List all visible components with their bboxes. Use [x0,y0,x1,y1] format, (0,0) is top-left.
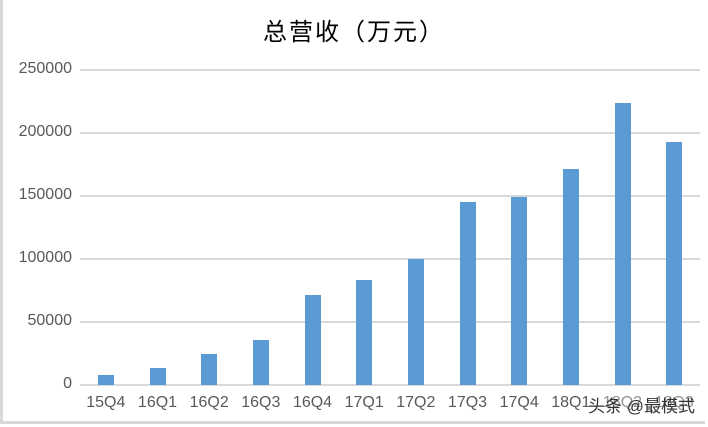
x-tick-label: 17Q2 [396,394,436,411]
y-tick-label: 150000 [18,186,72,203]
gridline [80,384,700,386]
plot-area [80,69,700,386]
x-tick-label: 17Q3 [447,394,488,411]
gridline [80,195,700,197]
y-tick-label: 0 [63,375,72,392]
x-tick-label: 18Q1 [551,394,591,411]
bar-16q1 [149,368,166,385]
gridline [80,321,700,323]
x-tick-label: 16Q2 [189,394,229,411]
x-tick-label: 18Q3 [654,394,694,411]
gridline [80,69,700,71]
x-tick-label: 16Q4 [292,394,333,411]
bar-17q1 [356,279,373,385]
bar-16q3 [252,340,269,385]
bar-16q2 [201,354,218,385]
bar-18q3 [666,141,683,385]
chart-title: 总营收（万元） [263,18,445,46]
bar-15q4 [97,374,114,385]
x-tick-label: 16Q1 [137,394,178,411]
x-tick-label: 17Q1 [344,394,384,411]
y-tick-label: 100000 [18,249,72,266]
bar-17q4 [511,197,528,385]
x-tick-label: 16Q3 [241,394,281,411]
bar-16q4 [304,294,321,385]
y-tick-label: 50000 [27,312,73,329]
bar-18q1 [562,168,579,385]
watermark: 头条 @最模式 [588,392,695,417]
y-tick-label: 200000 [18,123,72,140]
gridline [80,258,700,260]
bar-17q3 [459,202,476,385]
x-tick-label: 18Q2 [602,394,643,411]
bar-18q2 [614,102,631,385]
x-tick-label: 15Q4 [86,394,126,411]
y-tick-label: 250000 [18,60,72,77]
gridline [80,132,700,134]
bar-17q2 [407,259,424,385]
x-tick-label: 17Q4 [499,394,539,411]
